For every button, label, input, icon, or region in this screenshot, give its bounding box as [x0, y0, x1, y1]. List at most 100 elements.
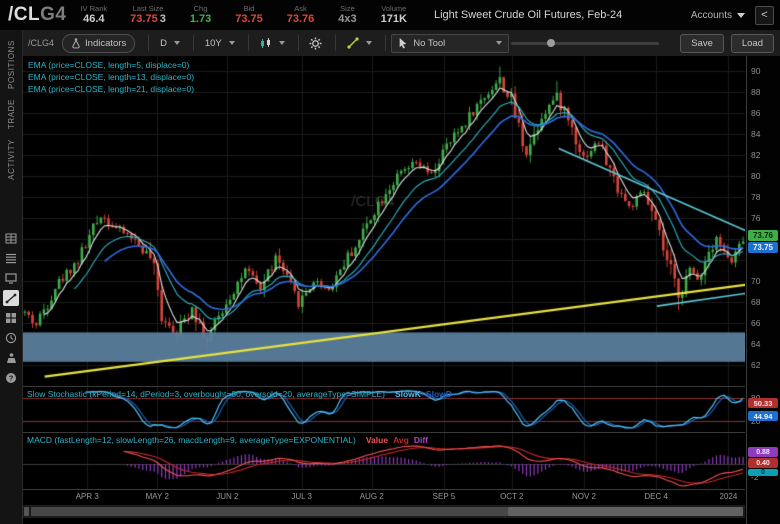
quote-field-ask: Ask 73.76: [286, 4, 316, 26]
ema-study-label-1[interactable]: EMA (price=CLOSE, length=13, displace=0): [28, 72, 195, 82]
x-axis-label: JUN 2: [216, 492, 239, 501]
stoch-tick: 20: [751, 416, 761, 427]
price-tick: 78: [751, 191, 761, 202]
clock-icon[interactable]: [3, 330, 19, 346]
toolbar-symbol[interactable]: /CLG4: [28, 38, 55, 48]
symbol-contract: G4: [40, 4, 67, 25]
quote-field-label: IV Rank: [80, 4, 108, 13]
symbol-title: /CLG4: [8, 4, 66, 26]
macd-value-badge: 0.40: [748, 458, 778, 468]
macd-study-label[interactable]: MACD (fastLength=12, slowLength=26, macd…: [27, 435, 428, 445]
sidebar-tab-activity[interactable]: ACTIVITY: [6, 139, 16, 180]
instrument-description: Light Sweet Crude Oil Futures, Feb-24: [433, 9, 623, 21]
quote-value-part: 3: [159, 13, 166, 25]
trendline-drawing-icon: [347, 37, 359, 49]
quote-value-part: 73.75: [235, 13, 263, 25]
table-icon[interactable]: [3, 230, 19, 246]
quote-field-label: Last Size: [132, 4, 164, 13]
candlestick-style-icon: [260, 37, 270, 48]
monitor-icon[interactable]: [3, 270, 19, 286]
chevron-down-icon: [737, 12, 745, 18]
quote-value-part: 1.73: [189, 13, 212, 25]
price-tick: 88: [751, 86, 761, 97]
slider-thumb[interactable]: [546, 38, 555, 47]
time-zoom-slider[interactable]: [511, 38, 660, 47]
quote-value-part: 73.76: [286, 13, 315, 25]
x-axis-label: JUL 3: [291, 492, 312, 501]
range-value: 10Y: [204, 37, 222, 49]
x-axis-label: 2024: [719, 492, 738, 501]
chevron-down-icon: [496, 41, 503, 45]
price-tick: 66: [751, 317, 761, 328]
quote-field-value: 73.76: [286, 13, 316, 26]
active-tool-dropdown[interactable]: No Tool: [391, 33, 510, 53]
left-sidebar: POSITIONS TRADE ACTIVITY ?: [0, 30, 23, 524]
chart-settings-button[interactable]: [303, 35, 328, 52]
stoch-legend-slowd: SlowD: [425, 389, 452, 399]
aggregation-dropdown[interactable]: D: [154, 35, 186, 52]
list-icon[interactable]: [3, 250, 19, 266]
price-tick: 64: [751, 338, 761, 349]
load-button[interactable]: Load: [730, 33, 774, 53]
chevron-down-icon: [228, 41, 235, 45]
quote-field-label: Bid: [243, 4, 255, 13]
price-tick: 90: [751, 65, 761, 76]
stoch-tick: 80: [751, 393, 760, 403]
price-tick: 82: [751, 149, 761, 160]
stochastic-panel-canvas[interactable]: [23, 387, 745, 432]
gear-icon: [309, 36, 323, 50]
range-dropdown[interactable]: 10Y: [199, 35, 241, 52]
macd-legend-value: Value: [365, 435, 389, 445]
stoch-value-badge: 44.94: [748, 411, 778, 422]
scrollbar-nub[interactable]: [24, 507, 29, 516]
ema-study-label-2[interactable]: EMA (price=CLOSE, length=21, displace=0): [28, 84, 195, 94]
sidebar-tab-positions[interactable]: POSITIONS: [6, 40, 16, 89]
stochastic-study-label[interactable]: Slow Stochastic (kPeriod=14, dPeriod=3, …: [27, 389, 452, 399]
svg-text:?: ?: [9, 374, 14, 383]
x-axis-label: DEC 4: [644, 492, 668, 501]
stochastic-study-text: Slow Stochastic (kPeriod=14, dPeriod=3, …: [27, 389, 385, 399]
drawings-dropdown[interactable]: [341, 35, 378, 52]
x-axis-label: AUG 2: [359, 492, 384, 501]
scrollbar-handle[interactable]: [507, 507, 743, 516]
chart-icon[interactable]: [3, 290, 19, 306]
grid-icon[interactable]: [3, 310, 19, 326]
quote-field-value: 73.75: [234, 13, 264, 26]
quote-field-bid: Bid 73.75: [234, 4, 264, 26]
quote-field-label: Volume: [381, 4, 407, 13]
indicators-label: Indicators: [85, 37, 127, 49]
quote-field-volume: Volume 171K: [380, 4, 408, 26]
price-chart-canvas[interactable]: [23, 56, 745, 386]
quote-fields: IV Rank 46.4 Last Size 73.75 3 Chg 1.73 Bid 73.7…: [80, 4, 429, 26]
quote-value-part: 46.4: [83, 13, 105, 25]
x-axis-label: OCT 2: [500, 492, 524, 501]
x-axis-label: NOV 2: [571, 492, 596, 501]
price-tick: 76: [751, 212, 761, 223]
chart-toolbar: /CLG4 Indicators D 10Y No Tool: [22, 30, 780, 57]
chevron-down-icon: [278, 41, 285, 45]
save-button[interactable]: Save: [680, 33, 724, 53]
presenter-icon[interactable]: [3, 350, 19, 366]
quote-value-part: 171K: [380, 13, 407, 25]
chart-scrollbar[interactable]: [23, 505, 745, 518]
collapse-panel-button[interactable]: <: [755, 5, 774, 25]
macd-panel-canvas[interactable]: [23, 433, 745, 489]
help-icon[interactable]: ?: [3, 370, 19, 386]
scrollbar-track-segment[interactable]: [31, 507, 508, 516]
price-tick: 68: [751, 296, 761, 307]
time-axis: APR 3 MAY 2 JUN 2 JUL 3 AUG 2 SEP 5 OCT 2 NOV 2…: [23, 490, 745, 504]
flask-icon: [72, 37, 80, 48]
macd-legend-avg: Avg: [393, 435, 409, 445]
quote-field-size: Size 4x3: [337, 4, 357, 26]
active-tool-label: No Tool: [413, 37, 446, 49]
last-price-badge: 73.75: [748, 242, 778, 254]
indicators-button[interactable]: Indicators: [62, 33, 136, 53]
x-axis-label: APR 3: [75, 492, 99, 501]
sidebar-tab-trade[interactable]: TRADE: [6, 98, 16, 130]
chart-style-dropdown[interactable]: [254, 35, 291, 52]
chevron-down-icon: [366, 41, 373, 45]
accounts-dropdown[interactable]: Accounts: [691, 10, 745, 21]
quote-field-value: 46.4: [80, 13, 107, 26]
ema-study-label-0[interactable]: EMA (price=CLOSE, length=5, displace=0): [28, 60, 190, 70]
